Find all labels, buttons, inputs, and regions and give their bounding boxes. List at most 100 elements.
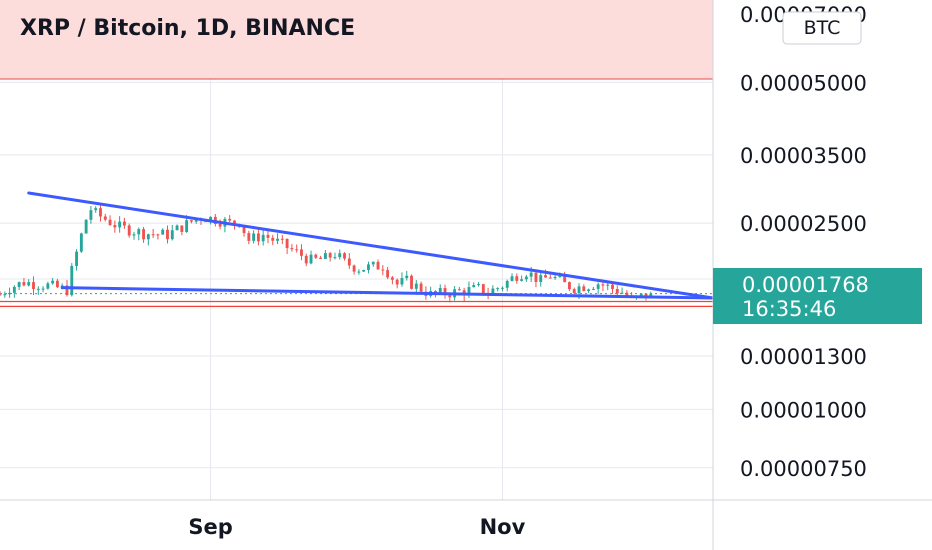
candle-body [405,275,409,279]
candle-body [477,284,480,286]
candle-body [261,234,265,242]
candle-body [218,223,222,227]
candle-body [601,284,605,286]
candle-body [357,271,361,273]
candle-body [534,272,538,282]
last-price-value: 0.00001768 [742,273,869,297]
candle-body [381,269,385,271]
candle-body [371,261,375,265]
candle-body [228,218,232,221]
candle-body [457,289,461,291]
candle-body [443,288,447,296]
annotation-lines-layer [0,191,715,307]
candle-body [548,277,552,279]
candle-body [41,288,45,290]
lower-trendline[interactable] [60,286,715,300]
y-tick-label: 0.00001000 [740,398,867,422]
x-tick-label: Nov [480,515,526,539]
symbol-header-band [0,0,713,79]
candle-body [587,289,591,291]
candle-body [65,285,69,296]
candle-body [280,238,284,240]
candle-body [515,276,519,281]
candle-body [103,216,107,220]
candle-body [233,220,236,225]
candle-body [266,234,270,238]
candle-body [151,234,155,236]
candle-body [118,221,122,228]
price-axis[interactable]: 0.000070000.000050000.000035000.00002500… [740,3,867,481]
candle-body [438,288,442,293]
candle-body [79,233,83,252]
candle-body [596,284,600,289]
candle-body [539,275,543,282]
candle-body [3,294,7,296]
candle-body [300,249,303,256]
y-tick-label: 0.00000750 [740,457,867,481]
candle-body [22,282,26,286]
candle-body [572,289,576,294]
candle-body [127,225,131,236]
candle-body [558,276,562,278]
candle-body [70,265,74,296]
candle-body [247,233,251,241]
candle-body [276,238,279,241]
candle-body [400,278,404,285]
candle-body [448,295,452,298]
candle-body [46,283,50,289]
candle-body [501,287,504,289]
candle-body [620,292,624,294]
candle-body [563,276,567,283]
candle-body [390,277,394,280]
y-tick-label: 0.00003500 [740,144,867,168]
candle-body [434,290,437,293]
currency-unit-badge[interactable]: BTC [782,11,862,45]
candle-body [170,230,174,240]
candle-body [505,280,509,288]
time-axis[interactable]: Sep Nov [188,515,525,539]
candle-body [577,286,581,294]
upper-trendline[interactable] [27,191,715,300]
symbol-title[interactable]: XRP / Bitcoin, 1D, BINANCE [20,16,355,41]
candle-body [553,276,557,279]
candle-body [362,269,366,272]
candle-body [295,249,299,251]
candle-body [256,233,260,242]
candle-body [529,272,533,277]
candle-body [290,248,294,250]
candle-body [496,288,500,290]
candle-body [271,237,275,241]
candle-body [99,208,102,217]
candle-body [467,287,471,296]
y-tick-label: 0.00001300 [740,345,867,369]
candle-body [32,282,35,290]
candle-body [328,253,332,258]
candle-body [185,220,189,232]
candle-body [55,280,59,288]
candle-body [27,282,31,286]
candle-body [122,221,126,226]
candle-body [352,265,356,272]
candle-body [481,284,485,294]
candle-body [386,270,390,278]
last-price-tag-bg [713,268,922,324]
candle-body [625,292,629,297]
candle-body [367,264,370,270]
candle-body [544,275,547,278]
candle-body [347,258,351,266]
y-tick-label: 0.00002500 [740,212,867,236]
candle-body [343,253,346,259]
candle-body [395,279,399,285]
candle-body [252,233,256,241]
candle-body [51,280,55,284]
candle-body [410,275,413,289]
candle-body [189,220,193,222]
candle-body [419,283,423,292]
candle-body [12,286,16,293]
candle-body [568,282,571,290]
candle-body [639,293,643,296]
candle-body [17,282,21,287]
last-price-countdown: 16:35:46 [742,297,836,321]
currency-unit-badge-frame [782,11,862,45]
